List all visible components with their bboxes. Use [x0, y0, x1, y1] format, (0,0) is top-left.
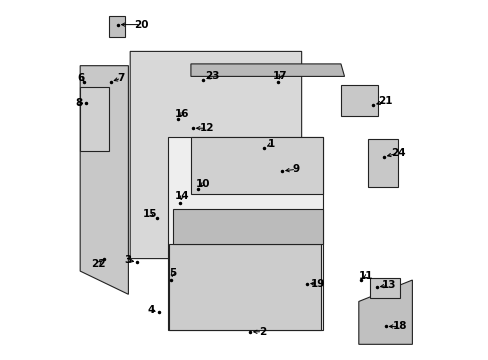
Text: 19: 19 [310, 279, 324, 289]
Polygon shape [108, 16, 124, 37]
Text: 4: 4 [148, 305, 155, 315]
Polygon shape [358, 280, 411, 344]
Text: 24: 24 [390, 148, 405, 158]
Text: 17: 17 [272, 71, 287, 81]
Text: 11: 11 [358, 271, 372, 282]
Text: 20: 20 [133, 19, 148, 30]
Text: 22: 22 [91, 259, 105, 269]
Text: 15: 15 [142, 209, 157, 219]
Text: 5: 5 [169, 268, 176, 278]
Text: 7: 7 [117, 73, 125, 83]
Polygon shape [367, 139, 397, 187]
Text: 21: 21 [378, 96, 392, 107]
Polygon shape [167, 137, 323, 330]
Text: 16: 16 [174, 109, 189, 119]
Text: 10: 10 [196, 179, 210, 189]
Text: 18: 18 [392, 321, 407, 332]
Text: 23: 23 [204, 71, 219, 81]
Text: 8: 8 [76, 98, 83, 108]
Polygon shape [173, 208, 323, 244]
Text: 14: 14 [174, 191, 189, 201]
Text: 13: 13 [381, 280, 396, 291]
Polygon shape [369, 278, 399, 298]
Polygon shape [80, 87, 108, 152]
Polygon shape [340, 85, 378, 116]
Text: 12: 12 [199, 123, 214, 133]
Polygon shape [169, 244, 321, 330]
Text: 3: 3 [124, 255, 132, 265]
Text: 6: 6 [77, 73, 84, 83]
Polygon shape [80, 66, 128, 294]
Text: 9: 9 [292, 164, 299, 174]
Text: 1: 1 [267, 139, 274, 149]
Polygon shape [190, 137, 323, 194]
Polygon shape [130, 51, 301, 258]
Text: 2: 2 [258, 327, 265, 337]
Polygon shape [190, 64, 344, 76]
